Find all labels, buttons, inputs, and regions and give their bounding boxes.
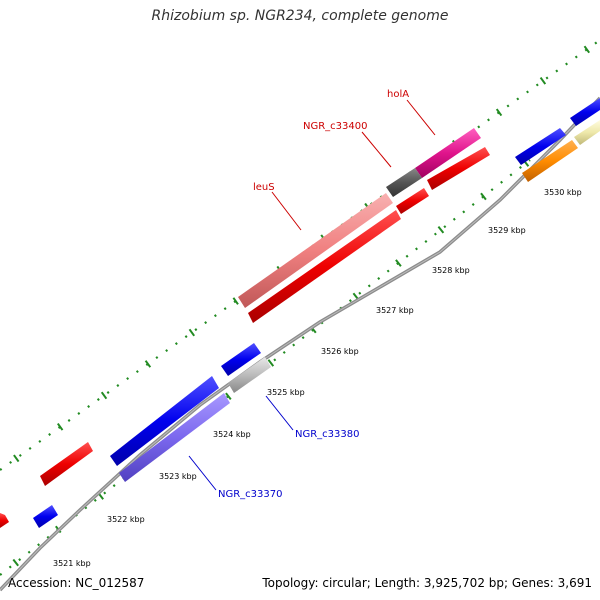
major-tick-mark <box>267 359 275 367</box>
genome-summary-text: Topology: circular; Length: 3,925,702 bp… <box>262 576 592 590</box>
gene-orange[interactable] <box>522 140 578 182</box>
tick-label-3530: 3530 kbp <box>544 188 582 197</box>
gene-red-left-edge[interactable] <box>0 513 9 528</box>
gene-label-leus[interactable]: leuS <box>253 182 275 193</box>
major-tick-mark <box>539 77 547 85</box>
major-tick-mark <box>395 259 402 267</box>
label-leaders <box>188 99 436 491</box>
gene-leus[interactable] <box>238 193 393 308</box>
genome-backbone <box>0 96 600 592</box>
major-tick-mark <box>12 558 19 567</box>
gene-label-ngr-c33380[interactable]: NGR_c33380 <box>295 429 360 440</box>
tick-label-3523: 3523 kbp <box>159 472 197 481</box>
tick-label-3529: 3529 kbp <box>488 226 526 235</box>
tick-labels: 3521 kbp 3522 kbp 3523 kbp 3524 kbp 3525… <box>53 188 582 568</box>
gene-blue-mid[interactable] <box>221 343 261 376</box>
gene-label-ngr-c33400[interactable]: NGR_c33400 <box>303 121 368 132</box>
gene-blue-top-right[interactable] <box>515 128 566 165</box>
major-tick-mark <box>56 423 64 431</box>
major-tick-mark <box>100 391 108 400</box>
major-tick-mark <box>188 328 196 337</box>
tick-label-3521: 3521 kbp <box>53 559 91 568</box>
gene-red-left[interactable] <box>40 442 93 486</box>
gene-blue-long[interactable] <box>110 376 219 466</box>
tick-label-3527: 3527 kbp <box>376 306 414 315</box>
gene-ngr-c33400[interactable] <box>386 168 422 197</box>
tick-label-3525: 3525 kbp <box>267 388 305 397</box>
map-title: Rhizobium sp. NGR234, complete genome <box>151 8 449 24</box>
major-tick-mark <box>437 225 445 234</box>
tick-label-3524: 3524 kbp <box>213 430 251 439</box>
gene-hola[interactable] <box>415 128 481 178</box>
gene-blue-far-right[interactable] <box>570 98 600 126</box>
gene-red-long[interactable] <box>248 210 401 323</box>
gene-label-ngr-c33370[interactable]: NGR_c33370 <box>218 489 283 500</box>
gene-ngr-c33370[interactable] <box>119 393 230 482</box>
major-tick-mark <box>13 454 20 463</box>
major-tick-mark <box>495 108 503 117</box>
tick-label-3522: 3522 kbp <box>107 515 145 524</box>
major-tick-mark <box>232 297 239 305</box>
tick-label-3528: 3528 kbp <box>432 266 470 275</box>
major-tick-mark <box>583 45 591 54</box>
gene-ngr-c33380[interactable] <box>228 357 271 393</box>
gene-label-hola[interactable]: holA <box>387 89 409 100</box>
gene-label-group: holA NGR_c33400 leuS NGR_c33380 NGR_c333… <box>218 89 409 500</box>
gene-pale-yellow[interactable] <box>574 120 600 145</box>
major-tick-mark <box>144 360 152 368</box>
major-tick-mark <box>480 192 487 201</box>
major-ticks <box>12 45 591 567</box>
gene-red-small[interactable] <box>396 188 429 214</box>
gene-blue-left-small[interactable] <box>33 505 58 528</box>
gene-red-right[interactable] <box>427 147 490 190</box>
accession-text: Accession: NC_012587 <box>8 576 145 590</box>
major-tick-mark <box>225 392 232 401</box>
gene-features <box>0 98 600 528</box>
tick-label-3526: 3526 kbp <box>321 347 359 356</box>
